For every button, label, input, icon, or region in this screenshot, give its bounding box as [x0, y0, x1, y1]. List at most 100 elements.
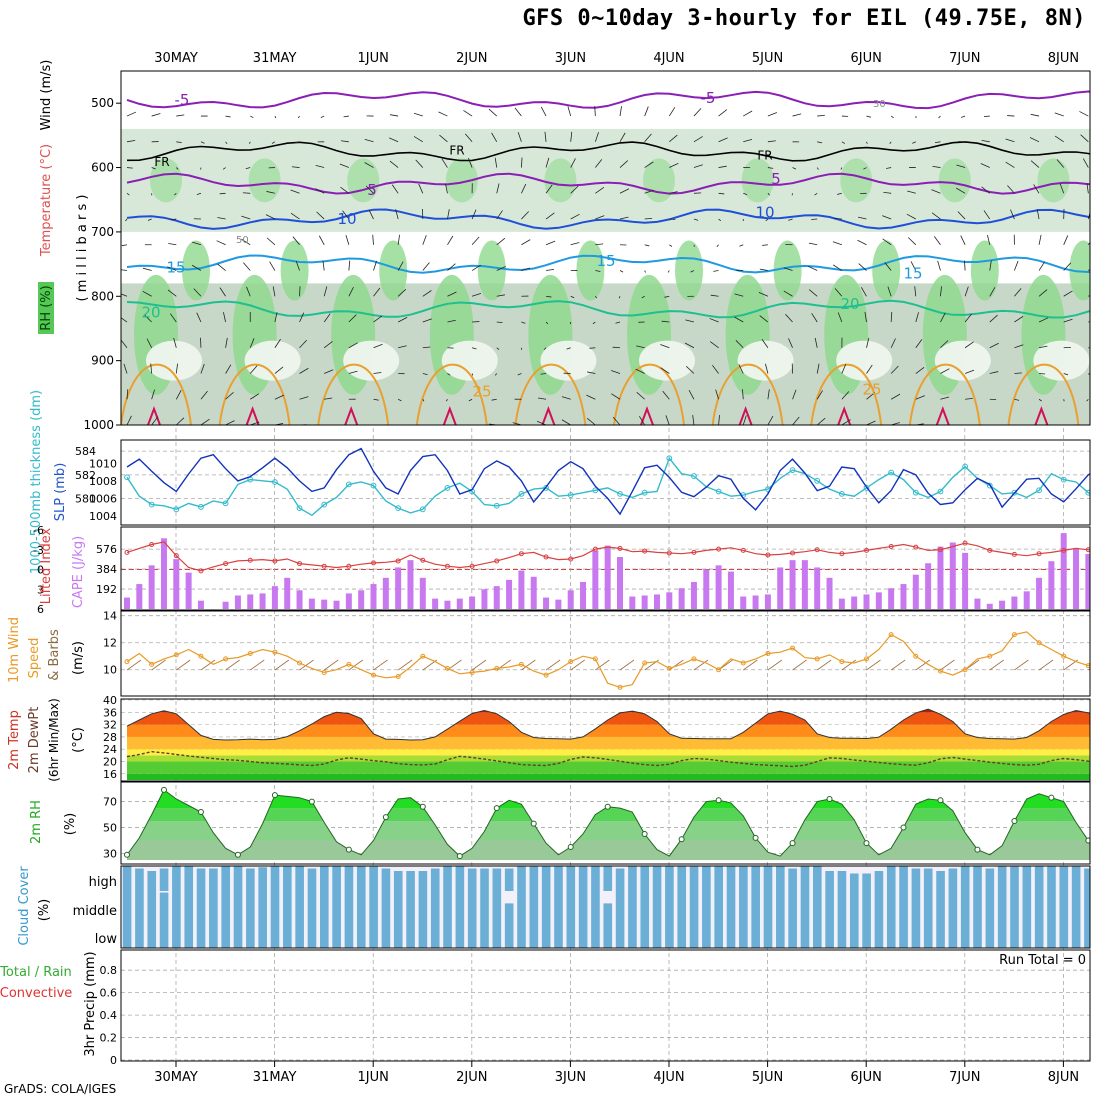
wind-barb-10m [323, 659, 339, 671]
wind-barb [587, 371, 596, 374]
wind-barb [517, 373, 522, 376]
wind-ylabel-b: Speed [27, 638, 42, 679]
wind-barb [866, 420, 876, 425]
cape-bar [506, 579, 513, 609]
cloud-bar-low [628, 922, 637, 948]
rh-point [382, 814, 389, 821]
cape-bar [382, 577, 389, 609]
wind-barb [323, 286, 328, 297]
wind-barb-10m [816, 659, 832, 671]
isotherm-30-peak [935, 406, 950, 425]
cloud-bar-middle [455, 891, 465, 922]
wind-barb [709, 341, 719, 349]
lifted-index-point [543, 554, 549, 560]
cloud-bar-middle [677, 891, 687, 922]
cloud-bar-high [751, 866, 760, 891]
panel-frame-temp [120, 698, 1091, 782]
wind-barb [373, 260, 377, 271]
cloud-bar-high [886, 866, 896, 891]
wind-barb [716, 244, 719, 247]
rh2m-ylabel: 2m RH [29, 800, 44, 844]
wind-barb [364, 162, 374, 168]
wind-speed-point [321, 669, 327, 675]
rh-blob [1037, 158, 1070, 203]
panel-frame-li [120, 526, 1091, 611]
wind-barb [168, 243, 177, 246]
wind-barb [488, 108, 498, 117]
isotherm-label: 5 [367, 181, 377, 199]
wind-barb [644, 106, 649, 117]
wind-barb [496, 266, 506, 271]
wind-barb [964, 286, 969, 297]
wind-barb [688, 390, 695, 400]
wind-barb [570, 213, 580, 220]
cape-bar [962, 552, 969, 609]
ytick-label: 12 [103, 637, 117, 650]
cloud-bar-middle [603, 903, 613, 922]
lifted-index-point [913, 544, 919, 550]
wind-barb [989, 342, 999, 349]
wind-barb [323, 341, 333, 349]
rh-point [530, 820, 537, 827]
thickness-point [296, 505, 303, 512]
rh-point [863, 840, 870, 847]
cape-bar [222, 601, 229, 609]
cloud-bar-high [763, 866, 773, 891]
rh-blob [544, 158, 577, 203]
wind-barb [1005, 161, 1015, 168]
lifted-index-point [518, 551, 524, 557]
date-label-bottom: 6JUN [851, 1070, 882, 1085]
wind-barb [121, 244, 128, 247]
thickness-point [641, 489, 648, 496]
date-label-bottom: 4JUN [653, 1070, 684, 1085]
lifted-index-point [371, 560, 376, 566]
wind-barb [322, 260, 325, 271]
wind-barb [422, 346, 431, 349]
cloud-bar-low [344, 922, 354, 948]
wind-barb [389, 114, 399, 117]
wind-barb [983, 115, 990, 118]
wind-barb [1038, 261, 1045, 271]
wind-speed-point [173, 652, 179, 658]
wind-barb [364, 138, 374, 143]
wind-barb [710, 294, 719, 297]
wind-barb [890, 312, 893, 323]
wind-barb-10m [841, 659, 857, 671]
rh2m-ylabel-units: (%) [63, 813, 78, 836]
lifted-index-point [937, 547, 943, 553]
cloud-bar-high [369, 866, 378, 891]
wind-barb [841, 419, 851, 425]
wind-barb [940, 396, 950, 400]
rh-dry-patch [639, 340, 695, 381]
cloud-bar-low [726, 922, 736, 948]
wind-barb [1007, 185, 1015, 194]
lifted-index-point [740, 547, 746, 553]
wind-barb [543, 347, 547, 350]
cloud-bar-middle [418, 891, 428, 922]
wind-barb [121, 269, 128, 271]
cloud-bar-high [1022, 866, 1032, 891]
date-label-top: 2JUN [456, 51, 487, 66]
rh-dry-patch [836, 340, 893, 381]
wind-barb [243, 262, 251, 271]
cloud-bar-middle [332, 891, 341, 922]
cape-bar [851, 596, 858, 609]
cloud-bar-middle [960, 891, 970, 922]
rh-blob [872, 240, 901, 301]
wind-barb [890, 115, 894, 119]
wind-barb [225, 141, 228, 144]
wind-barb [173, 337, 177, 348]
cloud-bar-high [172, 866, 181, 891]
wind-barb [445, 183, 448, 194]
wind-barb [964, 313, 972, 323]
wind-barb [496, 237, 506, 246]
wind-barb [151, 167, 156, 170]
wind-barb [142, 290, 152, 297]
cape-bar [518, 570, 525, 609]
wind-barb [907, 237, 917, 246]
cloud-bar-high [209, 868, 218, 891]
ytick-label-right: 1004 [89, 510, 117, 523]
wind-barb [989, 287, 996, 297]
wind-barb [684, 342, 695, 349]
cape-bar [530, 576, 537, 609]
